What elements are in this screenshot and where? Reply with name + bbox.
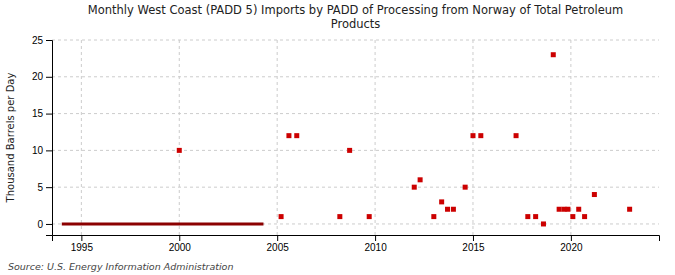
y-tick-label: 20 [32,71,44,82]
x-tick-label: 2015 [462,242,485,253]
y-tick-mark [46,114,52,115]
x-tick-label: 2000 [169,242,192,253]
point [592,192,597,197]
point [570,214,575,219]
y-grid-line [52,223,659,224]
x-tick-mark [81,235,82,241]
point [286,133,291,138]
zero-line [62,222,264,225]
y-grid-line [52,76,659,77]
x-tick-mark [571,235,572,241]
x-tick-label: 2020 [560,242,583,253]
point [582,214,587,219]
y-tick: 10 [32,145,52,156]
x-tick: 2015 [462,235,485,253]
x-axis-line [53,236,660,242]
point [431,214,436,219]
source: Source: U.S. Energy Information Administ… [8,261,233,272]
y-grid-line [52,113,659,114]
y-tick: 15 [32,108,52,119]
point [470,133,475,138]
y-axis: 0 5 10 15 20 25 [32,35,53,236]
y-grid-line [52,187,659,188]
y-tick: 25 [32,35,52,46]
point [514,133,519,138]
y-tick-label: 5 [37,182,43,193]
point [525,214,530,219]
point [412,185,417,190]
y-tick-label: 0 [37,219,43,230]
x-tick: 2020 [560,235,583,253]
y-tick: 5 [37,182,52,193]
grid [52,40,659,235]
y-tick-label: 10 [32,145,44,156]
point [294,133,299,138]
point [576,207,581,212]
y-axis-line [46,41,53,236]
point [541,221,546,226]
x-grid-line [179,40,180,235]
y-grid-line [52,150,659,151]
y-tick-mark [46,224,52,225]
y-axis-title: Thousand Barrels per Day [5,73,16,204]
y-tick-mark [46,77,52,78]
point [533,214,538,219]
point [337,214,342,219]
x-tick-label: 2010 [364,242,387,253]
plot-area [62,52,632,226]
point [463,185,468,190]
title: Monthly West Coast (PADD 5) Imports by P… [88,3,623,31]
point [451,207,456,212]
y-tick-mark [46,187,52,188]
y-grid-line [52,40,659,41]
y-tick-mark [46,150,52,151]
point [551,52,556,57]
x-tick-label: 1995 [71,242,94,253]
point [478,133,483,138]
point [347,148,352,153]
point [565,207,570,212]
point [367,214,372,219]
x-tick: 2005 [267,235,290,253]
y-tick: 20 [32,71,52,82]
y-tick-mark [46,40,52,41]
x-tick: 2000 [169,235,192,253]
x-grid-line [375,40,376,235]
point [279,214,284,219]
point [627,207,632,212]
point [418,177,423,182]
point [439,199,444,204]
x-tick-label: 2005 [267,242,290,253]
x-tick-mark [179,235,180,241]
x-axis: 1995 2000 2005 2010 2015 2020 [53,235,660,253]
y-tick-label: 15 [32,108,44,119]
x-tick: 2010 [364,235,387,253]
chart: 1995 2000 2005 2010 2015 2020 0 5 10 15 20 25 Monthl… [0,0,675,275]
point [177,148,182,153]
x-tick-mark [375,235,376,241]
x-grid-line [81,40,82,235]
x-tick-mark [277,235,278,241]
y-tick: 0 [37,219,52,230]
point [557,207,562,212]
x-tick-mark [473,235,474,241]
x-grid-line [277,40,278,235]
x-grid-line [570,40,571,235]
point [445,207,450,212]
y-tick-label: 25 [32,35,44,46]
x-tick: 1995 [71,235,94,253]
